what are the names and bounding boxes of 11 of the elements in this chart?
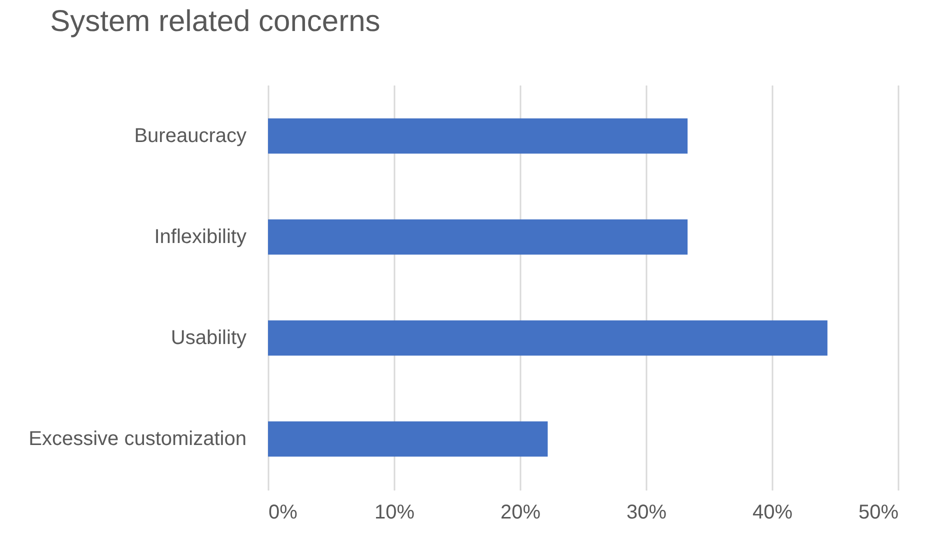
chart-title: System related concerns [50,5,380,38]
x-tick-label: 10% [374,502,415,524]
y-tick-label: Inflexibility [154,226,246,248]
y-tick-label: Excessive customization [28,428,246,450]
y-tick-label: Usability [170,327,246,349]
x-tick-label: 20% [500,502,541,524]
x-tick-label: 50% [858,502,899,524]
x-tick-label: 40% [752,502,793,524]
y-tick-label: Bureaucracy [134,125,246,148]
x-tick-label: 0% [268,502,298,524]
x-tick-label: 30% [626,502,667,524]
